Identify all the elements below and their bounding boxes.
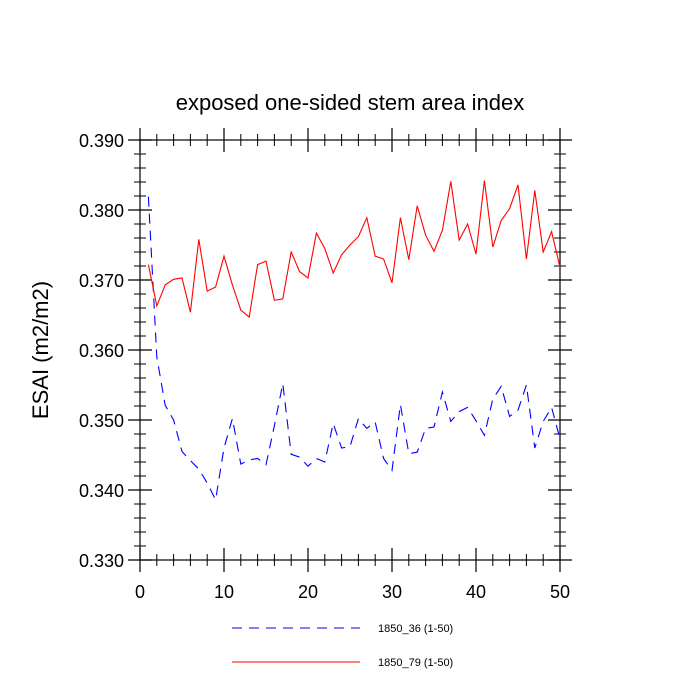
- y-tick-label: 0.390: [79, 131, 124, 151]
- x-tick-label: 30: [382, 582, 402, 602]
- axis-ticks: [128, 128, 572, 572]
- y-tick-label: 0.350: [79, 411, 124, 431]
- legend-label-1: 1850_36 (1-50): [378, 623, 453, 635]
- series-line-1: [147, 196, 561, 502]
- x-tick-label: 40: [466, 582, 486, 602]
- series-layer: [147, 180, 561, 502]
- legend: 1850_36 (1-50) 1850_79 (1-50): [232, 623, 453, 669]
- x-tick-label: 50: [550, 582, 570, 602]
- plot-frame: [139, 139, 561, 561]
- y-axis-label: ESAI (m2/m2): [28, 281, 53, 419]
- y-tick-label: 0.340: [79, 481, 124, 501]
- x-tick-label: 20: [298, 582, 318, 602]
- axis-tick-labels: 0 10 20 30 40 50 0.330 0.340 0.350 0.360 0.370 0.38…: [79, 131, 570, 602]
- series-line-2: [147, 180, 561, 319]
- y-tick-label: 0.380: [79, 201, 124, 221]
- y-tick-label: 0.370: [79, 271, 124, 291]
- y-tick-label: 0.330: [79, 551, 124, 571]
- x-tick-label: 0: [135, 582, 145, 602]
- x-tick-label: 10: [214, 582, 234, 602]
- y-tick-label: 0.360: [79, 341, 124, 361]
- chart-title: exposed one-sided stem area index: [176, 90, 525, 115]
- legend-label-2: 1850_79 (1-50): [378, 657, 453, 669]
